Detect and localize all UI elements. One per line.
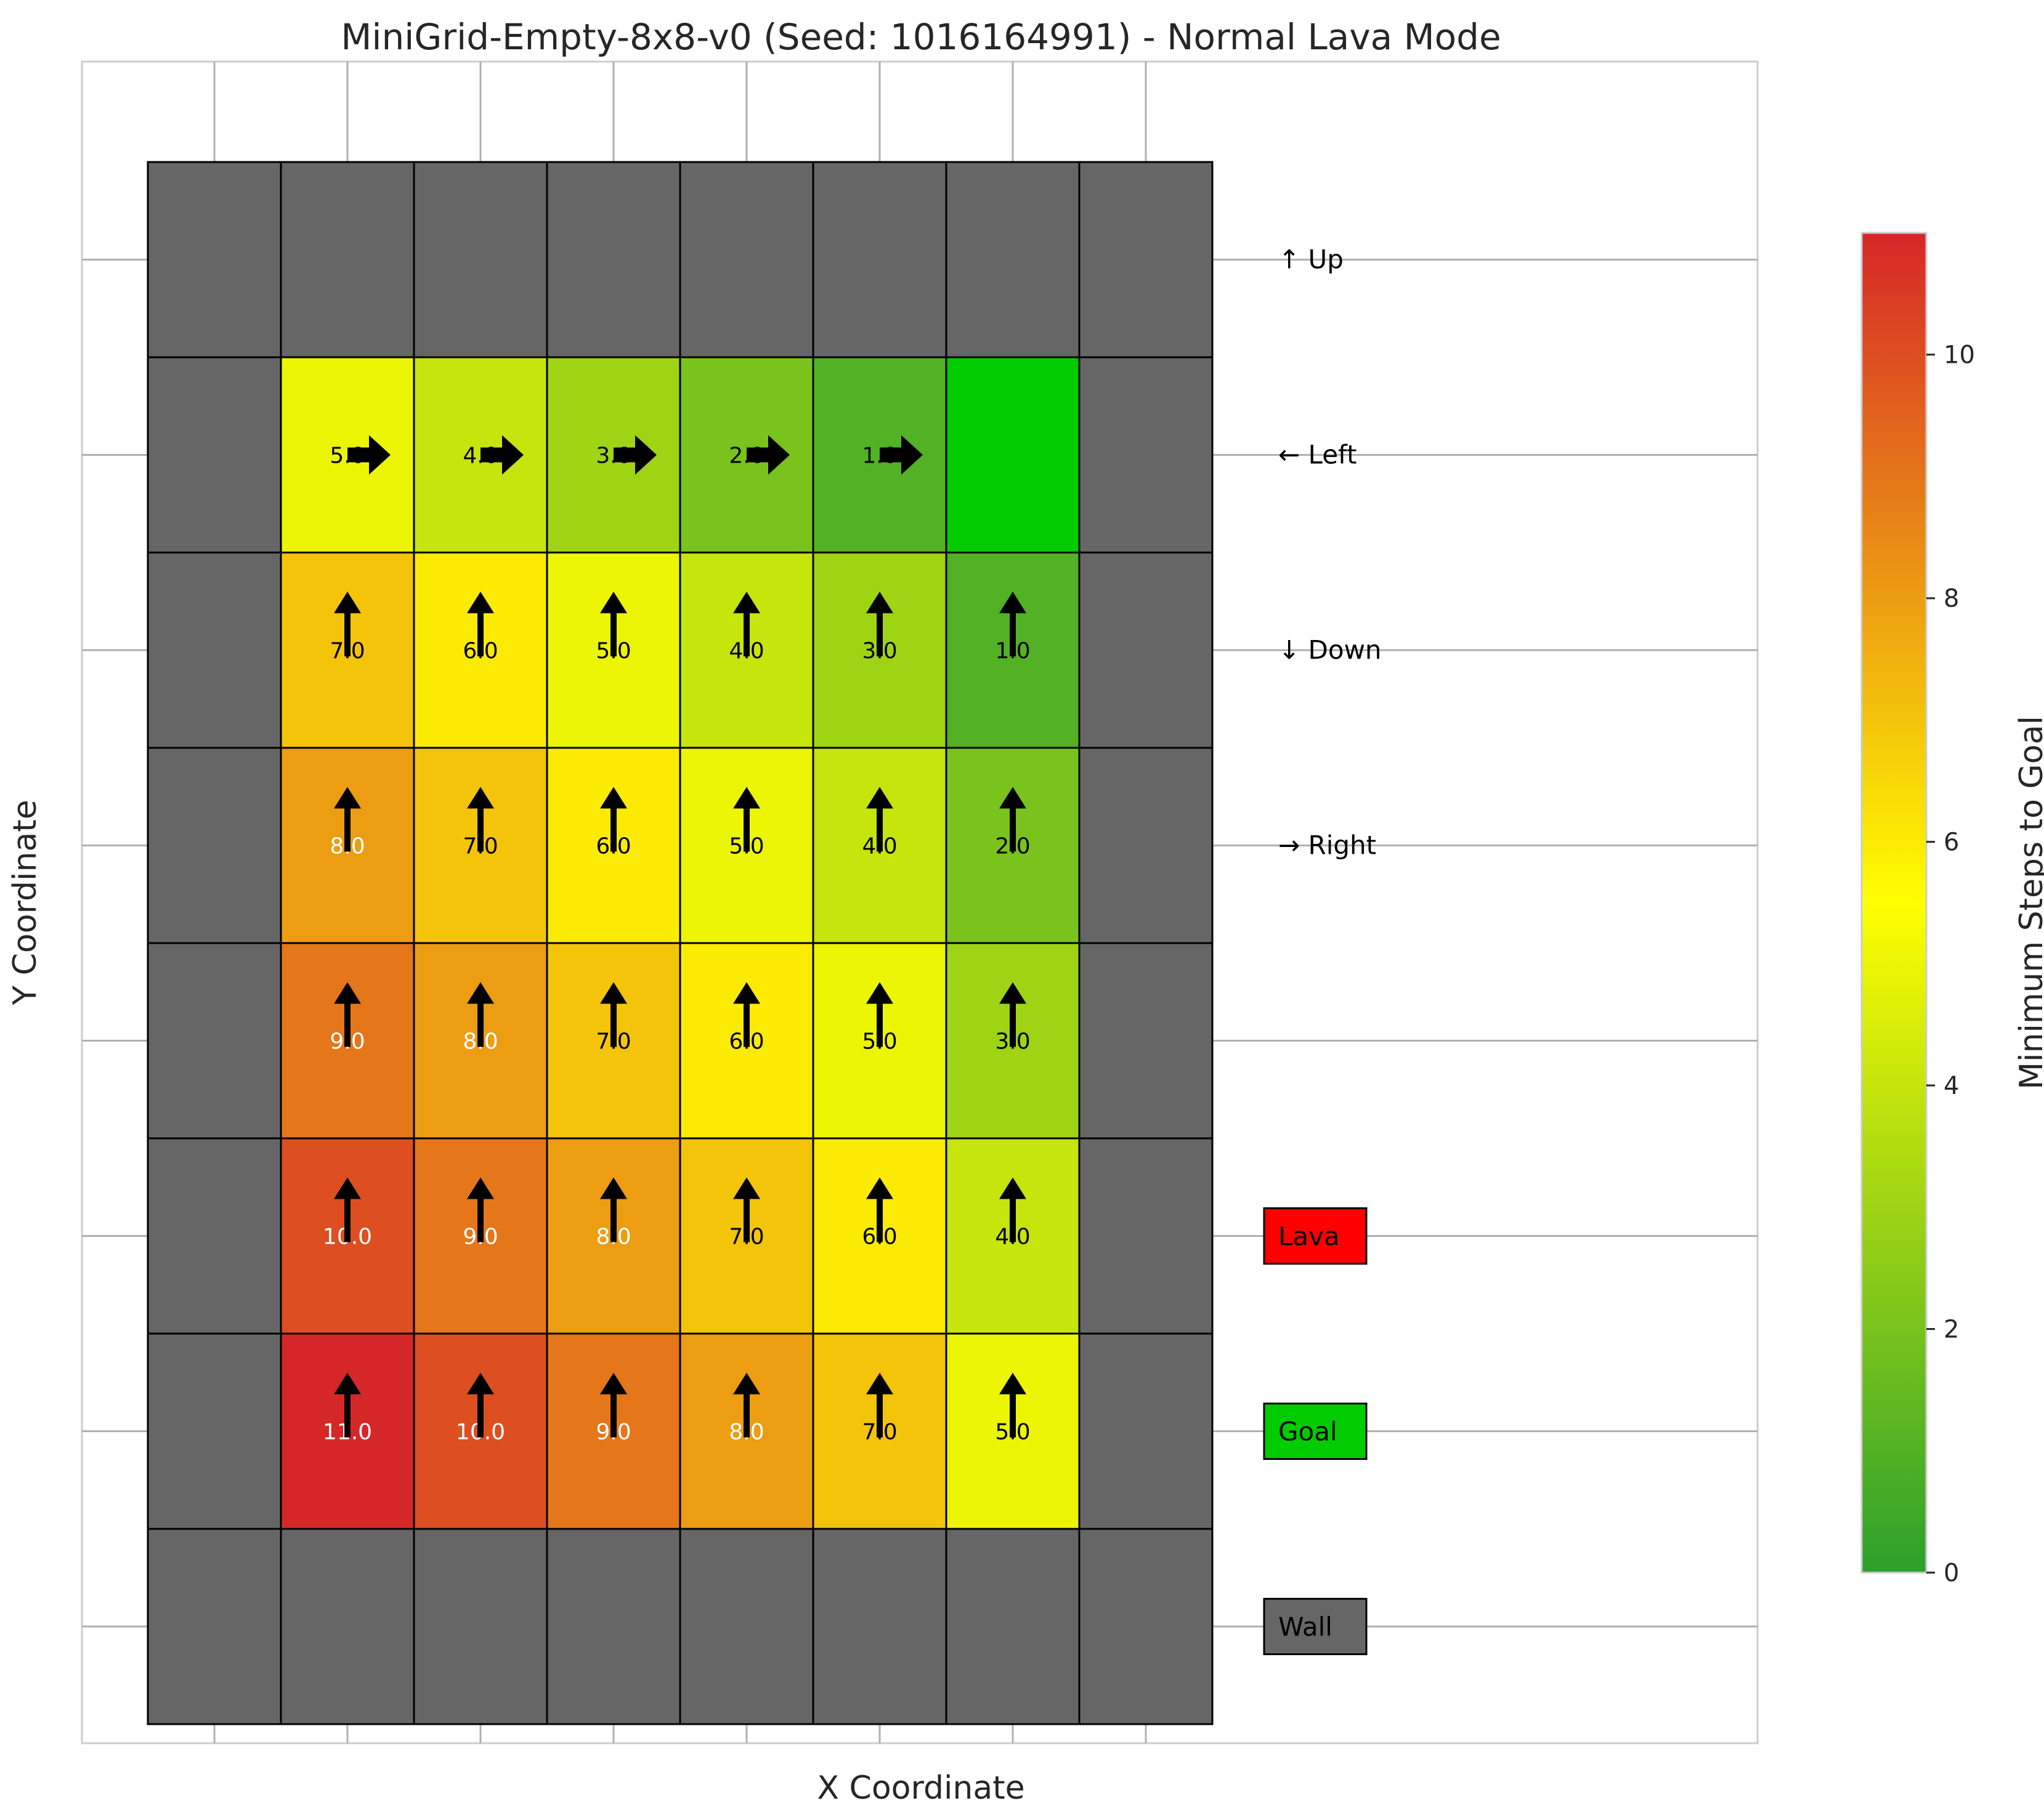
arrow-up-icon — [733, 1372, 760, 1438]
colorbar-tick-label: 2 — [1944, 1316, 1959, 1344]
direction-legend-item: ↑ Up — [1278, 245, 1344, 275]
arrow-right-icon — [880, 435, 923, 475]
wall-cell — [147, 942, 282, 1140]
wall-cell — [1078, 1528, 1214, 1725]
arrow-right-icon — [747, 435, 790, 475]
type-legend-label: Goal — [1278, 1417, 1337, 1447]
colorbar-tick-label: 0 — [1944, 1559, 1959, 1587]
arrow-up-icon — [999, 591, 1026, 657]
arrow-up-icon — [866, 1372, 893, 1438]
arrow-up-icon — [733, 982, 760, 1047]
wall-cell — [147, 161, 282, 359]
arrow-up-icon — [600, 1177, 627, 1242]
wall-cell — [679, 1528, 814, 1725]
wall-cell — [1078, 1137, 1214, 1335]
arrow-up-icon — [467, 591, 494, 657]
type-legend-label: Wall — [1278, 1612, 1332, 1642]
wall-cell — [147, 1332, 282, 1530]
arrow-up-icon — [999, 1177, 1026, 1242]
arrow-up-icon — [334, 591, 361, 657]
wall-cell — [1078, 747, 1214, 944]
wall-cell — [1078, 551, 1214, 749]
colorbar-tick-label: 10 — [1944, 341, 1975, 370]
heatmap-cells: 5.04.03.02.01.07.06.05.04.03.01.08.07.06… — [147, 161, 1214, 1725]
arrow-up-icon — [733, 591, 760, 657]
colorbar: 0 2 4 6 8 10 Minimum Steps to Goal — [1860, 232, 2044, 1587]
arrow-right-icon — [347, 435, 391, 475]
arrow-up-icon — [866, 787, 893, 852]
wall-cell — [147, 1137, 282, 1335]
type-legend-swatch — [1263, 1207, 1368, 1265]
wall-cell — [1078, 356, 1214, 554]
arrow-up-icon — [999, 982, 1026, 1047]
arrow-up-icon — [334, 1177, 361, 1242]
heatmap-cell — [945, 1332, 1081, 1530]
colorbar-label: Minimum Steps to Goal — [2013, 716, 2044, 1090]
wall-cell — [546, 161, 681, 359]
wall-cell — [546, 1528, 681, 1725]
arrow-up-icon — [600, 1372, 627, 1438]
arrow-up-icon — [999, 1372, 1026, 1438]
wall-cell — [812, 1528, 947, 1725]
colorbar-bar — [1860, 232, 1928, 1574]
arrow-up-icon — [334, 787, 361, 852]
arrow-up-icon — [334, 982, 361, 1047]
arrow-up-icon — [733, 1177, 760, 1242]
arrow-up-icon — [467, 1177, 494, 1242]
goal-cell — [945, 356, 1081, 554]
arrow-up-icon — [600, 787, 627, 852]
heatmap-cell — [280, 942, 415, 1140]
arrow-up-icon — [334, 1372, 361, 1438]
heatmap-cell — [679, 356, 814, 554]
arrow-up-icon — [467, 982, 494, 1047]
type-legend-label: Lava — [1278, 1221, 1340, 1252]
wall-cell — [812, 161, 947, 359]
arrow-up-icon — [467, 1372, 494, 1438]
direction-legend-item: → Right — [1278, 830, 1376, 861]
plot-frame — [81, 60, 1759, 1744]
wall-cell — [1078, 161, 1214, 359]
wall-cell — [280, 161, 415, 359]
wall-cell — [1078, 942, 1214, 1140]
direction-legend-item: ← Left — [1278, 440, 1357, 470]
wall-cell — [679, 161, 814, 359]
arrow-up-icon — [866, 591, 893, 657]
type-legend-swatch — [1263, 1403, 1368, 1460]
wall-cell — [945, 1528, 1081, 1725]
arrow-up-icon — [600, 591, 627, 657]
wall-cell — [147, 1528, 282, 1725]
x-axis-label: X Coordinate — [817, 1770, 1024, 1807]
chart-title: MiniGrid-Empty-8x8-v0 (Seed: 1016164991)… — [341, 16, 1501, 58]
type-legend-swatch — [1263, 1598, 1368, 1655]
wall-cell — [413, 161, 548, 359]
direction-legend-item: ↓ Down — [1278, 635, 1382, 665]
wall-cell — [147, 356, 282, 554]
arrow-up-icon — [866, 1177, 893, 1242]
y-axis-label: Y Coordinate — [7, 800, 44, 1005]
colorbar-tick-label: 8 — [1944, 585, 1959, 613]
arrow-up-icon — [467, 787, 494, 852]
wall-cell — [413, 1528, 548, 1725]
wall-cell — [147, 551, 282, 749]
heatmap-cell — [812, 551, 947, 749]
legend: ↑ Up ← Left ↓ Down → Right Lava Goal Wall — [1263, 245, 1382, 1655]
arrow-up-icon — [866, 982, 893, 1047]
arrow-up-icon — [733, 787, 760, 852]
arrow-up-icon — [999, 787, 1026, 852]
wall-cell — [280, 1528, 415, 1725]
colorbar-tick-label: 4 — [1944, 1072, 1959, 1100]
wall-cell — [1078, 1332, 1214, 1530]
arrow-right-icon — [614, 435, 657, 475]
arrow-right-icon — [481, 435, 524, 475]
colorbar-tick-label: 6 — [1944, 828, 1959, 857]
wall-cell — [147, 747, 282, 944]
arrow-up-icon — [600, 982, 627, 1047]
wall-cell — [945, 161, 1081, 359]
